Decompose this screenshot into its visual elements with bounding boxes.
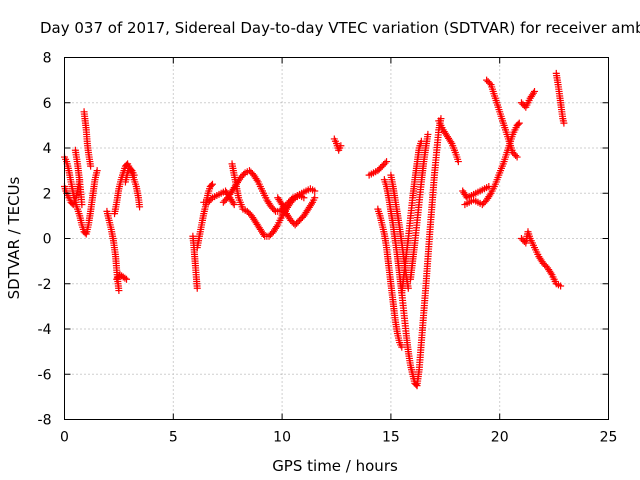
data-point <box>454 158 462 166</box>
data-point <box>512 152 520 160</box>
data-point <box>78 201 86 209</box>
data-point <box>486 191 494 199</box>
data-point <box>529 89 537 97</box>
data-point <box>115 287 123 295</box>
data-point <box>130 171 138 179</box>
y-tick-label: -2 <box>38 277 52 293</box>
data-point <box>447 138 455 146</box>
data-point <box>270 206 278 214</box>
data-point <box>207 181 215 189</box>
data-point <box>300 194 308 202</box>
x-axis-label: GPS time / hours <box>272 457 398 475</box>
data-point <box>260 231 268 239</box>
data-point <box>121 274 129 282</box>
data-point <box>136 203 144 211</box>
x-tick-label: 15 <box>382 430 400 446</box>
data-point <box>513 153 521 161</box>
x-tick-label: 25 <box>600 430 618 446</box>
data-point <box>307 200 315 208</box>
data-point <box>87 162 95 170</box>
data-point <box>398 343 406 351</box>
y-tick-label: 8 <box>43 51 52 67</box>
data-point <box>404 284 412 292</box>
data-point <box>311 187 319 195</box>
y-tick-label: -6 <box>38 367 52 383</box>
data-point <box>412 380 420 388</box>
data-point <box>383 158 391 166</box>
y-tick-label: 0 <box>43 232 52 248</box>
data-point <box>229 199 237 207</box>
data-point <box>207 195 215 203</box>
data-point <box>560 119 568 127</box>
data-point <box>381 159 389 167</box>
data-point <box>311 194 319 202</box>
x-tick-label: 10 <box>273 430 291 446</box>
data-point <box>547 269 555 277</box>
y-tick-label: -4 <box>38 322 52 338</box>
data-point <box>514 120 522 128</box>
data-point <box>240 170 248 178</box>
data-point <box>123 275 131 283</box>
y-tick-label: -8 <box>38 413 52 429</box>
data-point <box>193 284 201 292</box>
data-point <box>277 199 285 207</box>
data-point <box>557 282 565 290</box>
x-tick-label: 5 <box>169 430 178 446</box>
data-point <box>337 142 345 150</box>
data-point <box>486 79 494 87</box>
data-point <box>273 223 281 231</box>
data-point <box>531 87 539 95</box>
data-point <box>253 176 261 184</box>
chart-title: Day 037 of 2017, Sidereal Day-to-day VTE… <box>40 19 640 37</box>
data-point <box>290 195 298 203</box>
y-axis-label: SDTVAR / TECUs <box>5 176 23 299</box>
data-point <box>93 167 101 175</box>
x-tick-label: 0 <box>60 430 69 446</box>
data-point <box>230 201 238 209</box>
data-point <box>208 180 216 188</box>
y-tick-label: 2 <box>43 186 52 202</box>
data-point <box>424 130 432 138</box>
data-points <box>61 69 568 390</box>
y-tick-label: 4 <box>43 141 52 157</box>
x-tick-label: 20 <box>491 430 509 446</box>
y-tick-label: 6 <box>43 96 52 112</box>
data-point <box>515 119 523 127</box>
axis-ticks: 0 5 10 15 20 25 -8 -6 -4 -2 0 2 4 6 8 <box>38 51 618 446</box>
